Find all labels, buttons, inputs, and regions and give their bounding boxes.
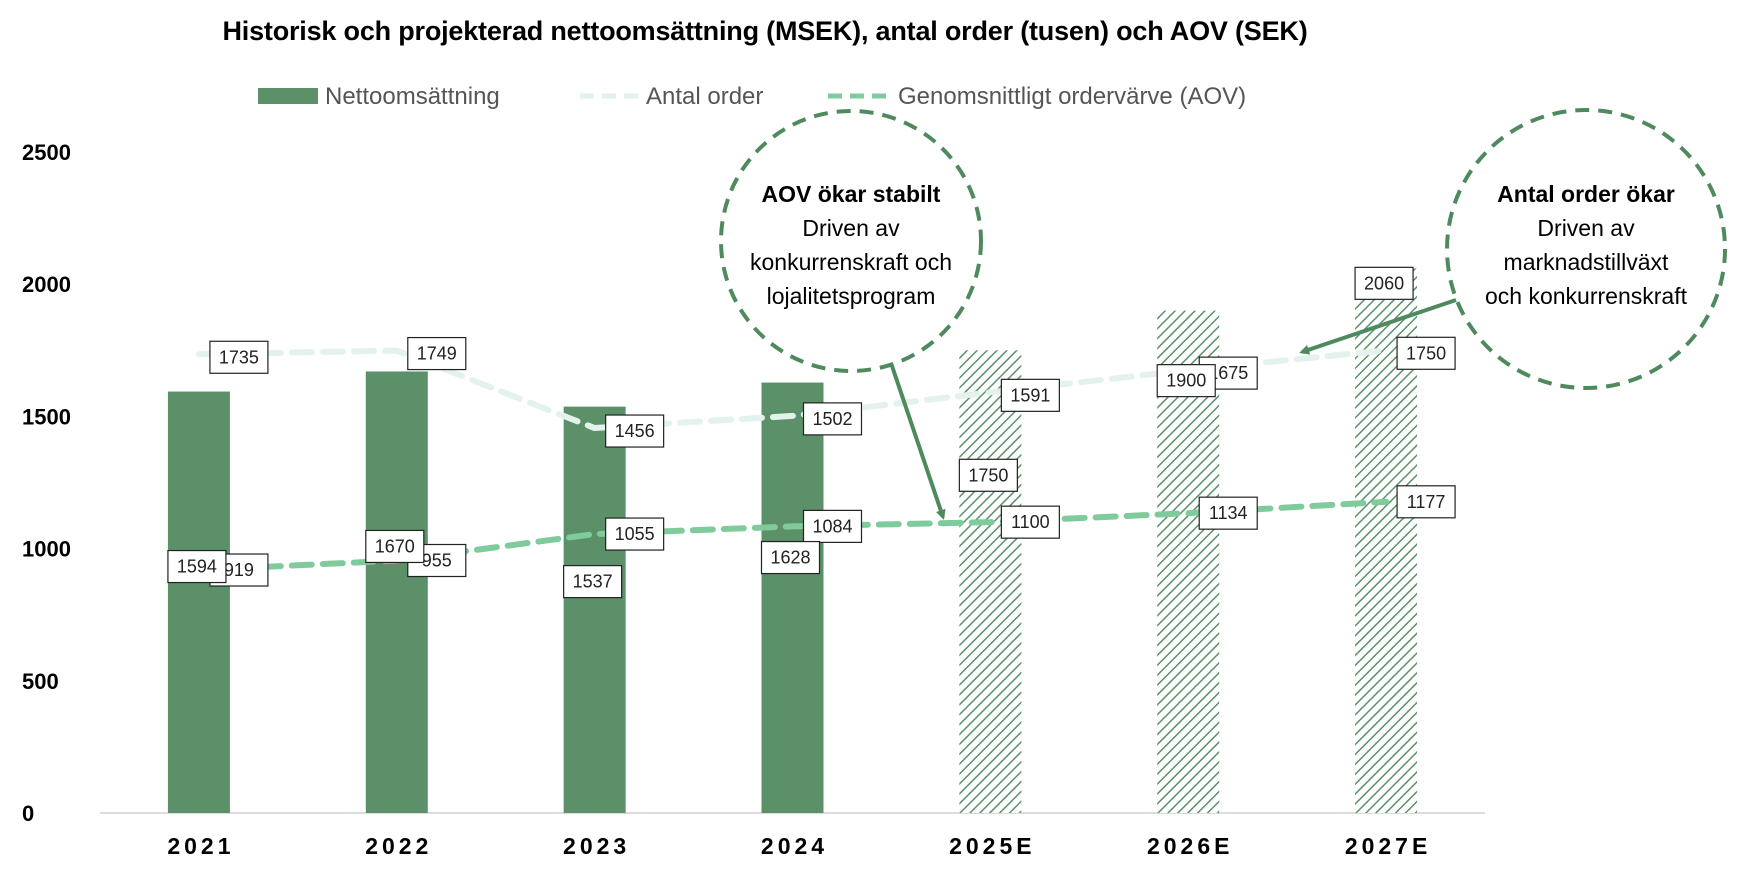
bar-nettoomsattning: [167, 391, 230, 813]
data-label-nettoomsattning: 1900: [1156, 364, 1216, 398]
svg-text:919: 919: [224, 560, 254, 580]
y-tick-label: 2000: [22, 272, 71, 297]
annotation-aov: AOV ökar stabilt Driven av konkurrenskra…: [719, 109, 983, 520]
svg-text:1675: 1675: [1208, 363, 1248, 383]
bar-nettoomsattning-projected: [959, 350, 1022, 813]
data-label-aov: 1100: [1000, 505, 1060, 539]
data-label-nettoomsattning: 2060: [1354, 266, 1414, 300]
annotation-orders-line-2: marknadstillväxt: [1504, 249, 1669, 275]
svg-text:1900: 1900: [1166, 371, 1206, 391]
svg-text:1750: 1750: [968, 465, 1008, 485]
y-axis: 0 500 1000 1500 2000 2500: [22, 140, 71, 826]
x-tick-label: 2025E: [949, 833, 1036, 859]
legend-label-antal-order: Antal order: [646, 83, 763, 110]
annotation-antal-order: Antal order ökar Driven av marknadstillv…: [1299, 108, 1727, 390]
legend-label-nettoomsattning: Nettoomsättning: [325, 83, 500, 110]
annotation-aov-line-1: Driven av: [802, 215, 900, 241]
y-tick-label: 0: [22, 801, 34, 826]
x-tick-label: 2027E: [1345, 833, 1432, 859]
svg-text:1100: 1100: [1011, 512, 1050, 532]
data-label-nettoomsattning: 1628: [760, 540, 821, 575]
data-labels: 1735 1749 1456 1502 1591 1675 1750 919 955 1055 10…: [167, 266, 1456, 599]
bar-nettoomsattning: [761, 382, 824, 813]
x-tick-label: 2024: [761, 833, 828, 859]
svg-text:1735: 1735: [219, 347, 259, 367]
svg-text:1537: 1537: [573, 572, 613, 592]
data-label-aov: 1177: [1396, 485, 1456, 519]
svg-text:955: 955: [422, 550, 452, 570]
data-label-aov: 1055: [605, 517, 665, 551]
chart-title: Historisk och projekterad nettoomsättnin…: [222, 16, 1308, 46]
annotation-orders-line-1: Driven av: [1537, 215, 1635, 241]
y-tick-label: 2500: [22, 140, 71, 165]
data-label-nettoomsattning: 1670: [365, 529, 425, 564]
x-tick-label: 2026E: [1147, 833, 1234, 859]
bar-nettoomsattning: [563, 406, 626, 813]
annotation-orders-arrow: [1299, 298, 1457, 355]
annotation-orders-circle: [1445, 108, 1727, 390]
x-tick-label: 2022: [365, 833, 432, 859]
legend-label-aov: Genomsnittligt ordervärve (AOV): [898, 83, 1246, 110]
annotation-aov-circle: [719, 109, 983, 373]
annotation-aov-line-3: lojalitetsprogram: [767, 283, 936, 309]
y-tick-label: 500: [22, 669, 59, 694]
svg-text:1749: 1749: [417, 344, 457, 364]
svg-text:1177: 1177: [1407, 492, 1446, 512]
svg-text:1456: 1456: [615, 421, 655, 441]
bar-series-nettoomsattning: [167, 268, 1418, 813]
svg-text:1502: 1502: [812, 409, 852, 429]
data-label-antal-order: 1750: [1396, 336, 1456, 370]
legend: Nettoomsättning Antal order Genomsnittli…: [258, 83, 1246, 110]
x-tick-label: 2023: [563, 833, 630, 859]
data-label-antal-order: 1591: [1000, 378, 1060, 412]
data-label-aov: 1134: [1198, 496, 1258, 530]
data-label-nettoomsattning: 1750: [958, 458, 1018, 492]
data-label-aov: 1084: [802, 509, 863, 543]
annotation-orders-title: Antal order ökar: [1497, 181, 1675, 207]
data-label-antal-order: 1456: [605, 414, 665, 448]
svg-text:1750: 1750: [1406, 343, 1446, 363]
annotation-aov-title: AOV ökar stabilt: [762, 181, 941, 207]
bar-nettoomsattning: [365, 371, 428, 813]
y-tick-label: 1000: [22, 537, 71, 562]
data-label-nettoomsattning: 1594: [167, 549, 227, 584]
svg-text:1594: 1594: [177, 557, 217, 577]
svg-text:1134: 1134: [1209, 503, 1248, 523]
svg-text:2060: 2060: [1364, 273, 1404, 293]
legend-swatch-nettoomsattning: [258, 88, 318, 104]
svg-text:1591: 1591: [1010, 385, 1050, 405]
x-tick-label: 2021: [167, 833, 234, 859]
y-tick-label: 1500: [22, 404, 71, 429]
svg-text:1628: 1628: [770, 548, 810, 568]
svg-text:1084: 1084: [812, 516, 852, 536]
x-axis: 2021 2022 2023 2024 2025E 2026E 2027E: [167, 833, 1432, 859]
data-label-antal-order: 1735: [209, 340, 269, 374]
data-label-antal-order: 1502: [802, 402, 863, 436]
annotation-aov-arrow: [890, 365, 946, 520]
svg-text:1670: 1670: [375, 536, 415, 556]
data-label-antal-order: 1749: [407, 336, 467, 371]
annotation-orders-line-3: och konkurrenskraft: [1485, 283, 1688, 309]
svg-text:1055: 1055: [615, 524, 655, 544]
annotation-aov-line-2: konkurrenskraft och: [750, 249, 952, 275]
data-label-nettoomsattning: 1537: [563, 565, 623, 599]
